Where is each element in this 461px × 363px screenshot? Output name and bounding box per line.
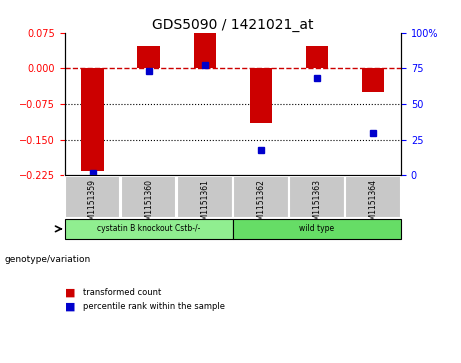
Text: wild type: wild type: [299, 224, 335, 233]
Bar: [82, 68, 104, 171]
Text: ■: ■: [65, 302, 75, 312]
Text: GSM1151361: GSM1151361: [200, 179, 209, 230]
Text: GSM1151362: GSM1151362: [256, 179, 266, 230]
Bar: [289, 176, 345, 218]
Text: ■: ■: [65, 287, 75, 297]
Text: genotype/variation: genotype/variation: [5, 255, 91, 264]
Text: GSM1151360: GSM1151360: [144, 179, 153, 230]
Text: GSM1151363: GSM1151363: [313, 179, 321, 230]
Bar: [177, 176, 232, 218]
Text: GSM1151364: GSM1151364: [368, 179, 378, 230]
Bar: [65, 219, 233, 238]
Bar: [65, 176, 120, 218]
Bar: [362, 68, 384, 92]
Text: cystatin B knockout Cstb-/-: cystatin B knockout Cstb-/-: [97, 224, 201, 233]
Bar: [345, 176, 401, 218]
Text: GSM1151359: GSM1151359: [88, 179, 97, 230]
Title: GDS5090 / 1421021_at: GDS5090 / 1421021_at: [152, 18, 313, 32]
Bar: [233, 176, 289, 218]
Bar: [250, 68, 272, 123]
Bar: [233, 219, 401, 238]
Text: percentile rank within the sample: percentile rank within the sample: [83, 302, 225, 311]
Bar: [137, 45, 160, 68]
Bar: [121, 176, 177, 218]
Text: transformed count: transformed count: [83, 288, 161, 297]
Bar: [306, 45, 328, 68]
Bar: [194, 33, 216, 68]
